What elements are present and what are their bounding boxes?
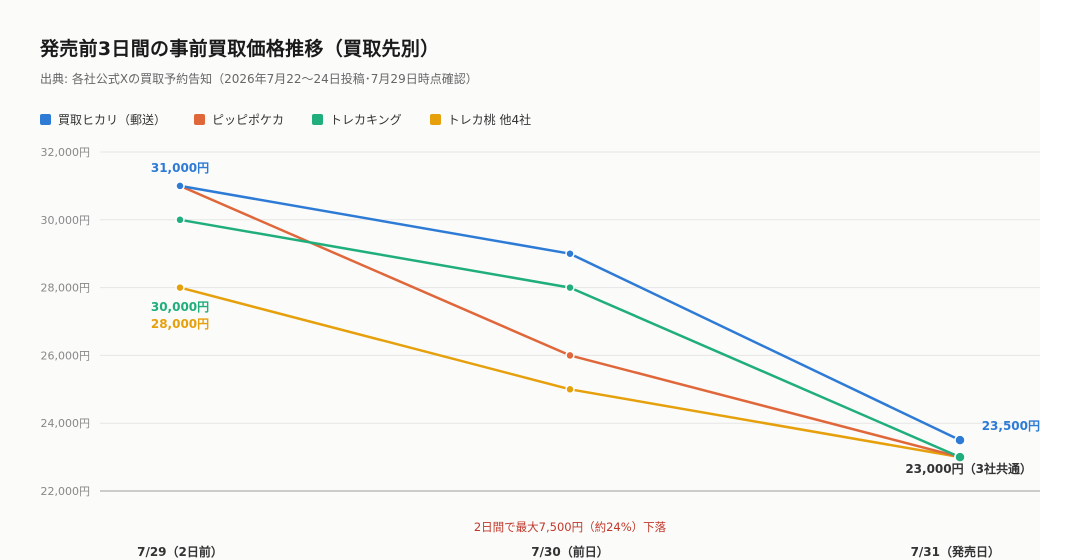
data-label: 30,000円 bbox=[151, 300, 209, 314]
series-line bbox=[179, 286, 961, 459]
y-tick-label: 32,000円 bbox=[41, 146, 91, 159]
legend-label-momo: トレカ桃 他4社 bbox=[447, 113, 532, 127]
data-point bbox=[175, 282, 185, 293]
x-tick-label: 7/30（前日） bbox=[531, 544, 608, 559]
data-point bbox=[175, 215, 185, 225]
y-tick-label: 24,000円 bbox=[41, 417, 91, 430]
x-tick-label: 7/29（2日前） bbox=[137, 544, 223, 559]
legend-swatch-hikari bbox=[40, 114, 51, 125]
legend-item-momo: トレカ桃 他4社 bbox=[429, 111, 532, 128]
legend-item-pippi: ピッピポケカ bbox=[194, 111, 284, 128]
y-tick-label: 30,000円 bbox=[41, 214, 91, 227]
data-point bbox=[565, 248, 575, 259]
chart-title: 発売前3日間の事前買取価格推移（買取先別） bbox=[40, 38, 440, 60]
data-point bbox=[954, 451, 966, 463]
data-label: 23,500円 bbox=[982, 419, 1040, 433]
data-point bbox=[565, 282, 575, 293]
chart-subtitle: 出典: 各社公式Xの買取予約告知（2026年7月22〜24日投稿･7月29日時点… bbox=[40, 72, 478, 86]
y-tick-label: 28,000円 bbox=[41, 282, 91, 295]
legend: 買取ヒカリ（郵送） ピッピポケカ トレカキング トレカ桃 他4社 bbox=[40, 111, 559, 128]
y-tick-label: 22,000円 bbox=[41, 485, 91, 498]
legend-swatch-momo bbox=[429, 114, 441, 125]
y-tick-label: 26,000円 bbox=[41, 349, 91, 362]
data-point bbox=[565, 350, 575, 361]
x-tick-label: 7/31（発売日） bbox=[911, 544, 1000, 559]
series-line bbox=[179, 184, 961, 442]
data-point bbox=[175, 181, 185, 191]
data-point bbox=[565, 384, 575, 395]
legend-item-hikari: 買取ヒカリ（郵送） bbox=[40, 111, 166, 128]
legend-item-torekaking: トレカキング bbox=[312, 111, 402, 128]
annotation-note: 2日間で最大7,500円（約24%）下落 bbox=[474, 520, 667, 534]
legend-swatch-torekaking bbox=[312, 114, 324, 125]
data-label: 28,000円 bbox=[151, 317, 209, 331]
legend-swatch-pippi bbox=[194, 114, 206, 125]
series-line bbox=[179, 184, 961, 459]
data-point bbox=[954, 434, 966, 446]
data-label: 31,000円 bbox=[151, 161, 209, 175]
legend-label-pippi: ピッピポケカ bbox=[212, 113, 285, 127]
legend-label-hikari: 買取ヒカリ（郵送） bbox=[58, 113, 167, 127]
data-label: 23,000円（3社共通） bbox=[905, 461, 1032, 476]
legend-label-torekaking: トレカキング bbox=[330, 113, 402, 127]
